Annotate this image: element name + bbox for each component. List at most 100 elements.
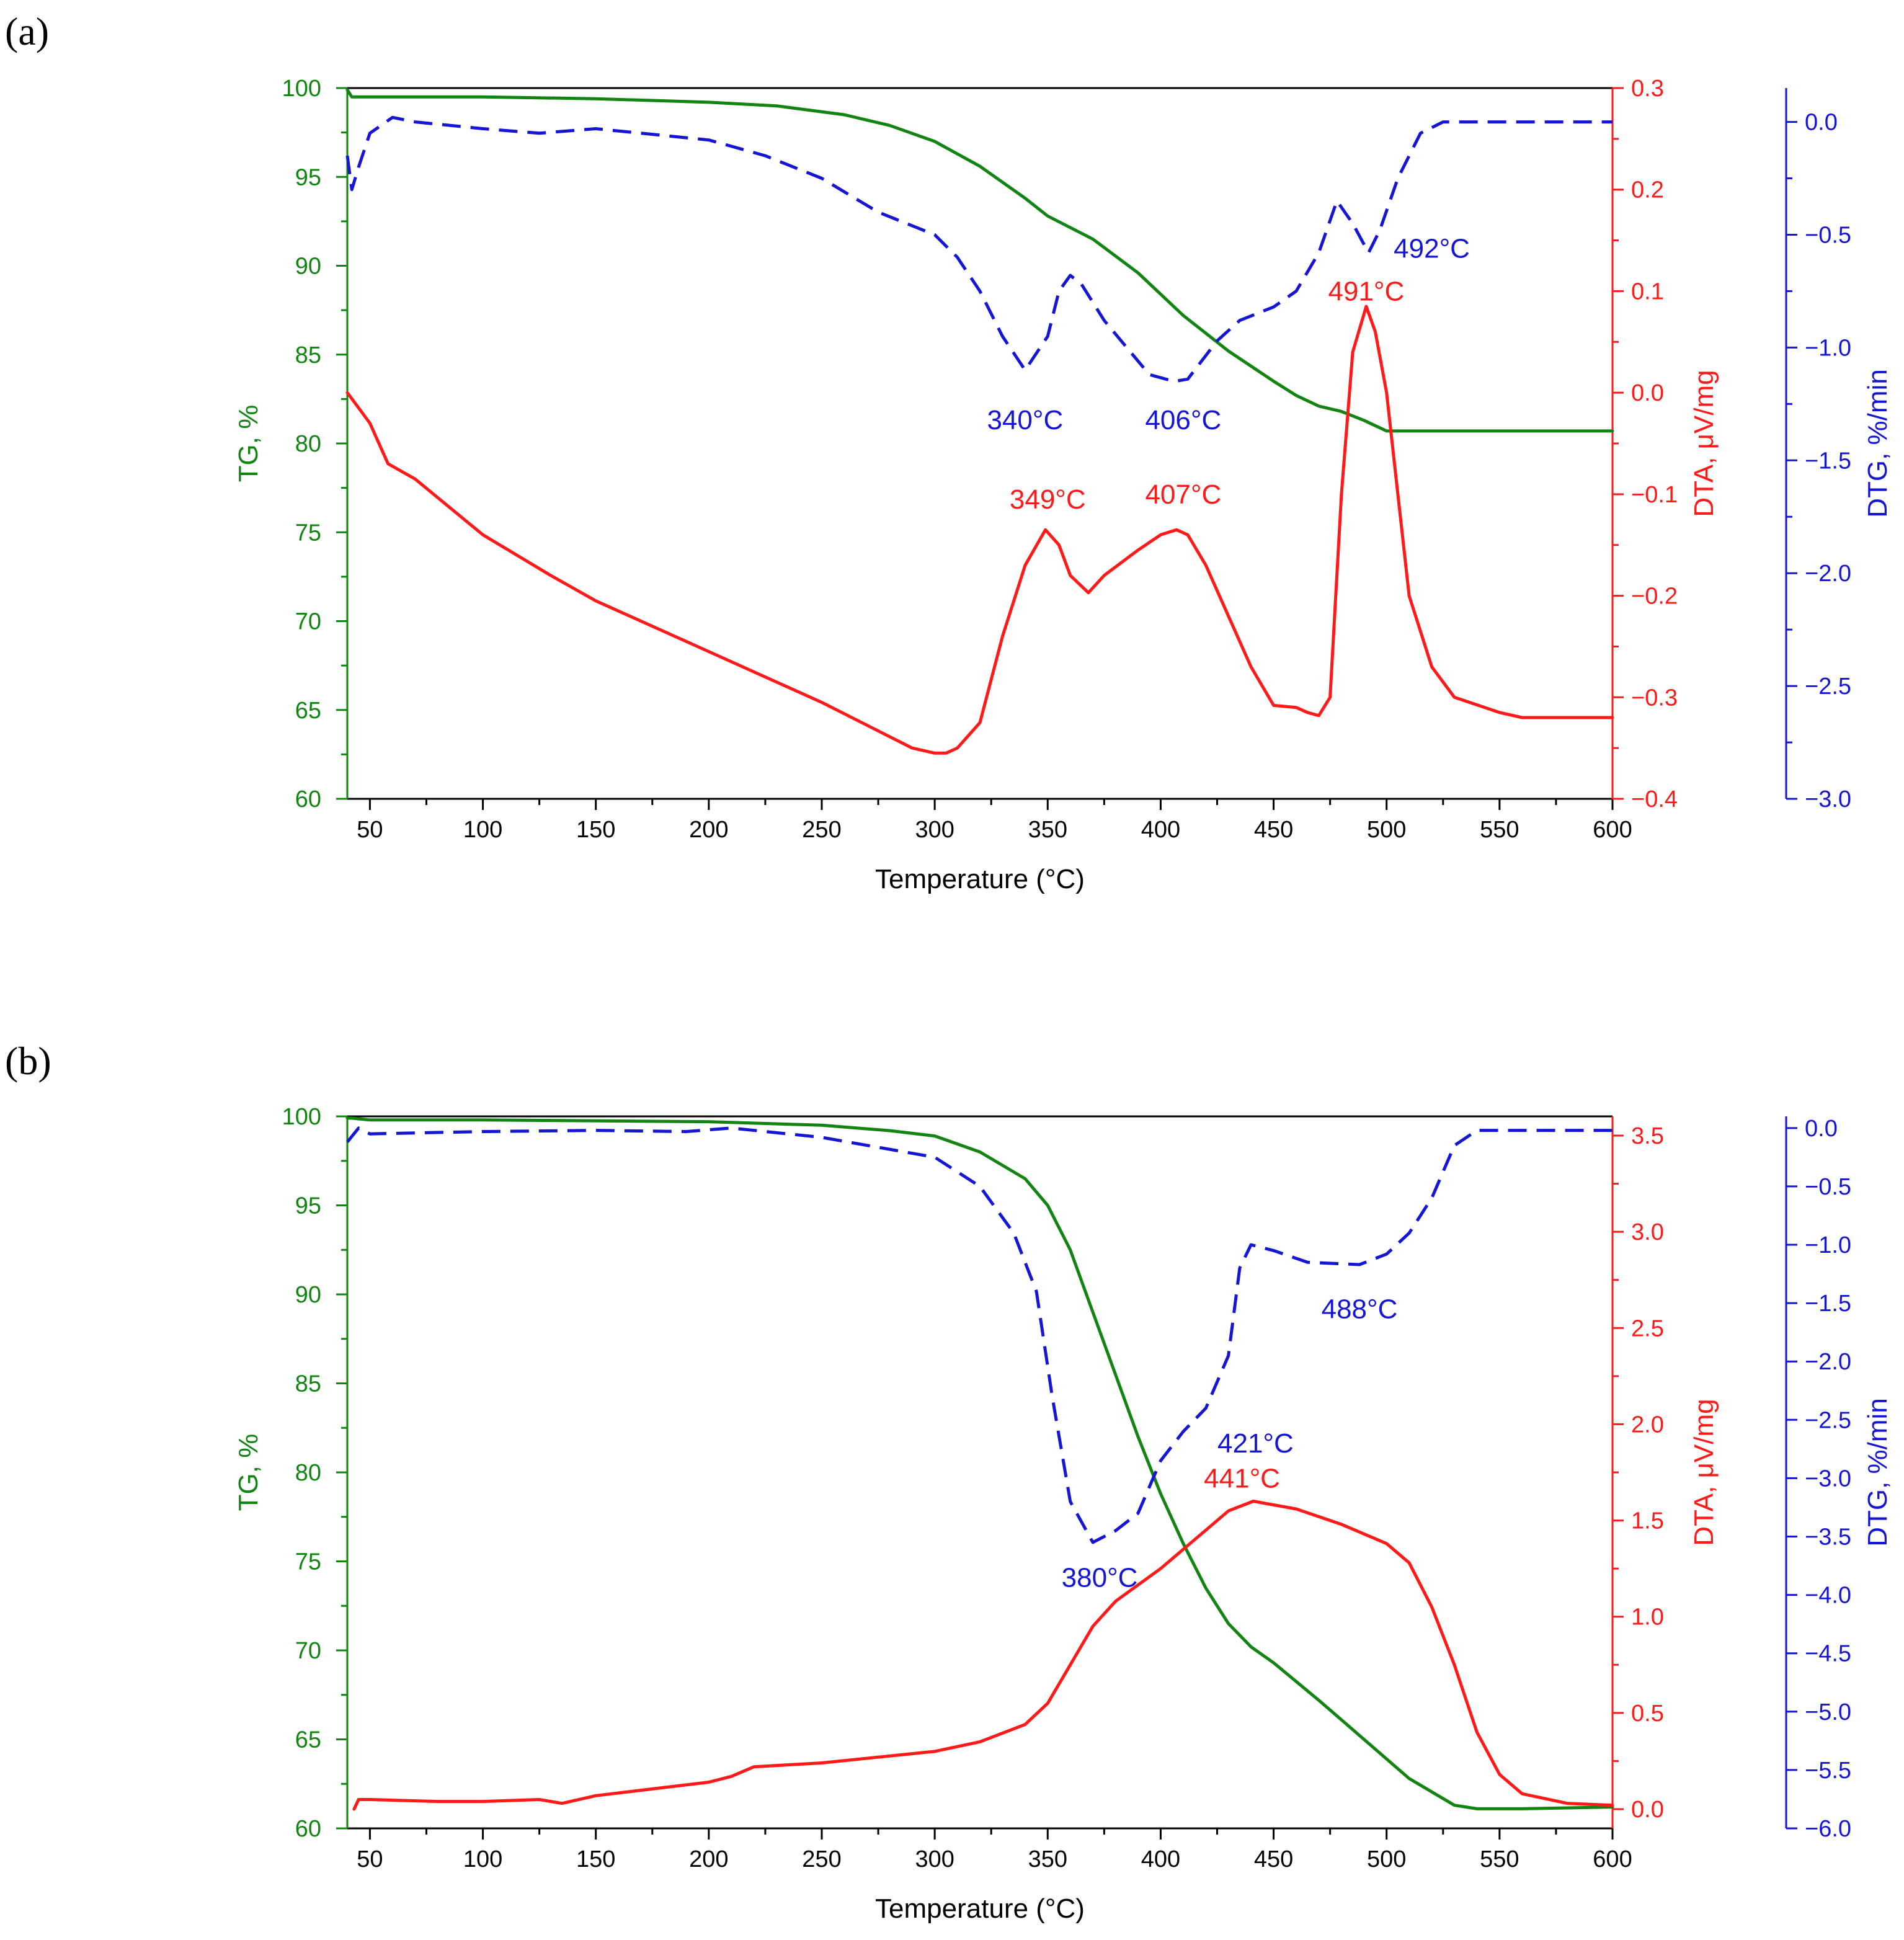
tg-tick-label: 60 bbox=[295, 786, 321, 812]
dta-tick-label: 0.5 bbox=[1631, 1701, 1664, 1727]
dta-tick-label: 0.0 bbox=[1631, 380, 1664, 406]
dta-tick-label: 2.5 bbox=[1631, 1315, 1664, 1342]
dtg-tick-label: −3.0 bbox=[1805, 786, 1851, 812]
tg-tick-label: 90 bbox=[295, 254, 321, 280]
x-tick-label: 550 bbox=[1480, 1846, 1519, 1872]
dta-axis-title: DTA, μV/mg bbox=[1689, 370, 1719, 517]
x-tick-label: 300 bbox=[915, 817, 954, 843]
tg-series-line bbox=[345, 1116, 1614, 1810]
dta-tick-label: 2.0 bbox=[1631, 1412, 1664, 1438]
dta-tick-label: 3.0 bbox=[1631, 1219, 1664, 1245]
dta-tick-label: 3.5 bbox=[1631, 1123, 1664, 1149]
dtg-tick-label: −4.5 bbox=[1805, 1641, 1851, 1667]
x-tick-label: 50 bbox=[357, 1846, 383, 1872]
x-tick-label: 250 bbox=[802, 1846, 841, 1872]
dtg-tick-label: −0.5 bbox=[1805, 1174, 1851, 1200]
dtg-series-line bbox=[345, 115, 1613, 383]
dta-tick-label: 1.5 bbox=[1631, 1508, 1664, 1534]
dtg-tick-label: −2.5 bbox=[1805, 674, 1851, 700]
panel-label: (a) bbox=[5, 9, 49, 53]
x-tick-label: 400 bbox=[1141, 817, 1180, 843]
x-tick-label: 400 bbox=[1141, 1846, 1180, 1872]
x-tick-label: 600 bbox=[1593, 1846, 1632, 1872]
x-tick-label: 50 bbox=[357, 817, 383, 843]
tg-tick-label: 65 bbox=[295, 698, 321, 724]
dtg-tick-label: −1.5 bbox=[1805, 448, 1851, 474]
x-tick-label: 550 bbox=[1480, 817, 1519, 843]
x-tick-label: 600 bbox=[1593, 817, 1632, 843]
tg-tick-label: 70 bbox=[295, 1638, 321, 1664]
x-tick-label: 150 bbox=[576, 1846, 615, 1872]
dtg-axis-title: DTG, %/min bbox=[1862, 369, 1893, 518]
tg-tick-label: 95 bbox=[295, 164, 321, 190]
tg-tick-label: 85 bbox=[295, 1371, 321, 1397]
dta-tick-label: 0.1 bbox=[1631, 278, 1664, 305]
dtg-tick-label: −0.5 bbox=[1805, 222, 1851, 248]
dtg-tick-label: −5.0 bbox=[1805, 1699, 1851, 1725]
x-tick-label: 150 bbox=[576, 817, 615, 843]
tg-tick-label: 65 bbox=[295, 1727, 321, 1753]
dta-tick-label: 0.3 bbox=[1631, 76, 1664, 102]
dta-tick-label: 0.2 bbox=[1631, 177, 1664, 203]
peak-annotation: 349°C bbox=[1010, 484, 1086, 515]
tg-tick-label: 95 bbox=[295, 1193, 321, 1219]
chart-panel-a: (a) 50 100 150 200 250 300 350 400 450 500 550 600 Te… bbox=[5, 9, 1893, 894]
dta-series-line bbox=[352, 1500, 1614, 1811]
tg-tick-label: 100 bbox=[282, 76, 321, 102]
tg-axis-title: TG, % bbox=[233, 1434, 264, 1511]
tg-tick-label: 90 bbox=[295, 1282, 321, 1308]
dtg-tick-label: −5.5 bbox=[1805, 1758, 1851, 1784]
dta-tick-label: −0.4 bbox=[1631, 786, 1678, 812]
tg-tick-label: 100 bbox=[282, 1104, 321, 1130]
dta-tick-label: 1.0 bbox=[1631, 1604, 1664, 1631]
tg-axis-title: TG, % bbox=[233, 405, 264, 483]
dtg-tick-label: −1.5 bbox=[1805, 1291, 1851, 1317]
x-tick-label: 500 bbox=[1367, 817, 1406, 843]
tg-series-line bbox=[345, 88, 1614, 433]
x-tick-label: 350 bbox=[1028, 817, 1067, 843]
tg-tick-label: 75 bbox=[295, 520, 321, 546]
peak-annotation: 491°C bbox=[1328, 276, 1405, 306]
tg-tick-label: 75 bbox=[295, 1549, 321, 1575]
dtg-tick-label: −3.0 bbox=[1805, 1466, 1851, 1492]
tg-tick-label: 85 bbox=[295, 342, 321, 368]
dta-tick-label: −0.1 bbox=[1631, 482, 1678, 508]
dtg-tick-label: −4.0 bbox=[1805, 1583, 1851, 1609]
peak-annotation: 492°C bbox=[1394, 233, 1470, 264]
tg-tick-label: 80 bbox=[295, 1460, 321, 1486]
dtg-tick-label: 0.0 bbox=[1805, 110, 1838, 136]
dta-tick-label: 0.0 bbox=[1631, 1797, 1664, 1823]
dtg-series-line bbox=[346, 1126, 1613, 1544]
x-tick-label: 250 bbox=[802, 817, 841, 843]
peak-annotation: 340°C bbox=[987, 405, 1063, 435]
x-tick-label: 100 bbox=[463, 817, 502, 843]
dtg-tick-label: −2.5 bbox=[1805, 1407, 1851, 1433]
dtg-axis-title: DTG, %/min bbox=[1862, 1398, 1893, 1547]
x-tick-label: 350 bbox=[1028, 1846, 1067, 1872]
tg-tick-label: 80 bbox=[295, 431, 321, 457]
dta-series-line bbox=[345, 305, 1614, 755]
peak-annotation: 406°C bbox=[1145, 405, 1221, 435]
dtg-tick-label: −3.5 bbox=[1805, 1524, 1851, 1551]
chart-panel-b: (b) 50 100 150 200 250 300 350 400 450 500 550 600 Te… bbox=[5, 1039, 1893, 1924]
dta-tick-label: −0.2 bbox=[1631, 584, 1678, 610]
dtg-tick-label: −6.0 bbox=[1805, 1816, 1851, 1842]
x-axis-title: Temperature (°C) bbox=[875, 864, 1085, 894]
x-tick-label: 200 bbox=[689, 1846, 728, 1872]
x-tick-label: 500 bbox=[1367, 1846, 1406, 1872]
tg-tick-label: 60 bbox=[295, 1816, 321, 1842]
peak-annotation: 421°C bbox=[1217, 1428, 1294, 1459]
x-axis-title: Temperature (°C) bbox=[875, 1893, 1085, 1924]
dtg-tick-label: −1.0 bbox=[1805, 335, 1851, 361]
dtg-tick-label: −2.0 bbox=[1805, 561, 1851, 587]
dta-tick-label: −0.3 bbox=[1631, 685, 1678, 711]
tg-tick-label: 70 bbox=[295, 609, 321, 635]
dtg-tick-label: 0.0 bbox=[1805, 1116, 1838, 1142]
x-tick-label: 200 bbox=[689, 817, 728, 843]
peak-annotation: 407°C bbox=[1145, 479, 1221, 510]
peak-annotation: 441°C bbox=[1204, 1463, 1280, 1493]
x-tick-label: 100 bbox=[463, 1846, 502, 1872]
dtg-tick-label: −1.0 bbox=[1805, 1232, 1851, 1258]
panel-label: (b) bbox=[5, 1039, 51, 1083]
